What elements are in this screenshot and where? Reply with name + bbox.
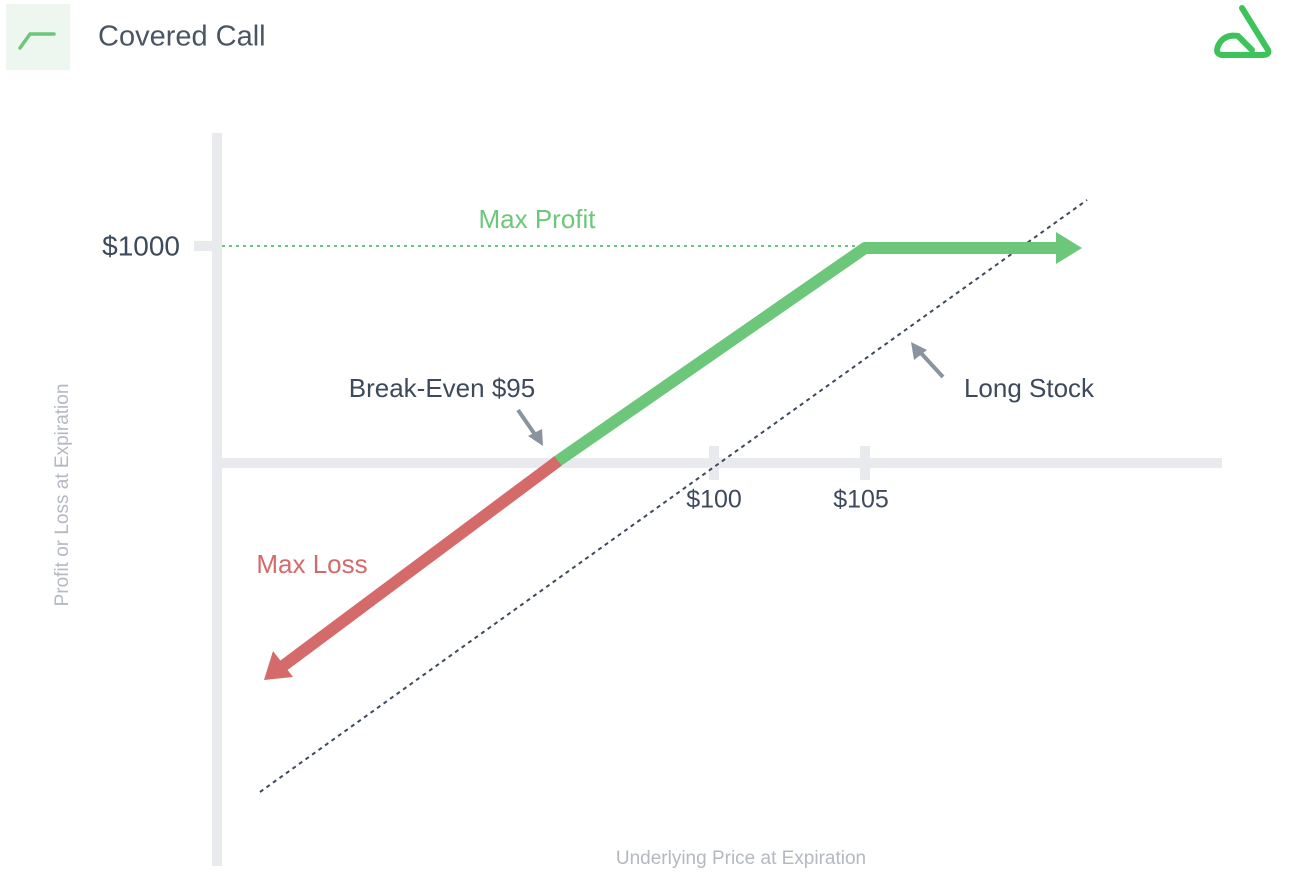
break-even-label: Break-Even $95 bbox=[349, 373, 535, 403]
pointer-head bbox=[528, 429, 543, 446]
pointer-head bbox=[911, 342, 927, 360]
loss-line bbox=[279, 456, 562, 671]
long-stock-line bbox=[259, 199, 1088, 793]
x-tick-label: $100 bbox=[686, 486, 742, 514]
header-icon bbox=[18, 32, 56, 50]
loss-arrowhead bbox=[264, 651, 293, 680]
header-icon-bg bbox=[6, 4, 70, 70]
pointer bbox=[516, 408, 538, 438]
max-loss-label: Max Loss bbox=[256, 549, 367, 579]
pointer bbox=[918, 350, 945, 379]
y-tick-label: $1000 bbox=[102, 230, 180, 261]
profit-line bbox=[551, 242, 1060, 468]
x-tick-label: $105 bbox=[833, 486, 889, 514]
long-stock-label: Long Stock bbox=[964, 373, 1095, 403]
y-axis-label: Profit or Loss at Expiration bbox=[52, 384, 73, 607]
logo bbox=[1214, 5, 1272, 58]
header-title: Covered Call bbox=[98, 21, 266, 53]
max-profit-label: Max Profit bbox=[478, 204, 596, 234]
profit-arrowhead bbox=[1056, 232, 1082, 264]
x-axis-label: Underlying Price at Expiration bbox=[616, 848, 866, 869]
